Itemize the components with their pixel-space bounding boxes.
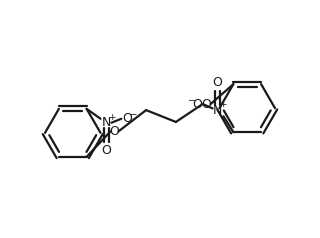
Text: O: O [109, 125, 119, 138]
Text: N: N [102, 116, 111, 129]
Text: O: O [122, 112, 132, 125]
Text: +: + [108, 113, 116, 122]
Text: O: O [101, 144, 111, 157]
Text: O: O [193, 98, 203, 111]
Text: O: O [202, 98, 212, 111]
Text: −: − [187, 95, 195, 104]
Text: −: − [130, 109, 137, 118]
Text: +: + [219, 100, 227, 109]
Text: N: N [213, 104, 222, 117]
Text: O: O [212, 76, 222, 89]
